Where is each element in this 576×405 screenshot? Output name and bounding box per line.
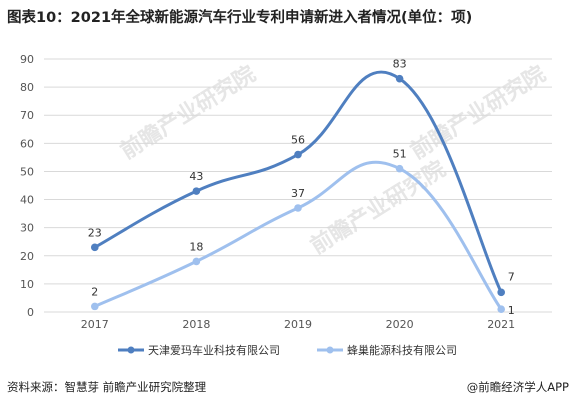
series-lines (91, 70, 506, 313)
data-point (497, 305, 506, 313)
legend-swatch-marker (127, 346, 135, 354)
data-label: 51 (393, 148, 407, 161)
data-label: 23 (88, 226, 102, 239)
y-tick-label: 10 (20, 278, 34, 291)
data-point (395, 164, 404, 173)
y-tick-label: 70 (20, 109, 34, 122)
y-tick-label: 30 (20, 222, 34, 235)
data-label: 37 (291, 187, 305, 200)
legend-label: 天津爱玛车业科技有限公司 (148, 343, 280, 357)
x-tick-label: 2017 (81, 318, 109, 331)
data-label: 2 (91, 285, 98, 298)
data-label: 18 (189, 240, 203, 253)
data-point (91, 243, 99, 252)
x-tick-label: 2021 (487, 318, 515, 331)
x-tick-label: 2018 (182, 318, 210, 331)
data-point (497, 288, 506, 297)
data-label: 83 (393, 58, 407, 71)
data-labels: 23 43 56 83 7 2 18 37 51 1 (88, 58, 515, 318)
data-point (91, 302, 99, 311)
data-point (192, 187, 201, 195)
y-tick-label: 60 (20, 137, 34, 150)
x-tick-label: 2020 (386, 318, 414, 331)
source-note: 资料来源：智慧芽 前瞻产业研究院整理 (7, 380, 207, 394)
y-tick-label: 50 (20, 165, 34, 178)
legend-label: 蜂巢能源科技有限公司 (347, 343, 457, 357)
data-point (294, 204, 302, 212)
series-line (93, 160, 503, 311)
line-chart: 0 10 20 30 40 50 60 70 80 90 2017 2018 2019 2020 2021… (20, 53, 552, 357)
data-point (395, 74, 404, 83)
series-line (93, 70, 503, 294)
y-tick-label: 20 (20, 250, 34, 263)
y-tick-label: 40 (20, 194, 34, 207)
legend: 天津爱玛车业科技有限公司 蜂巢能源科技有限公司 (118, 343, 457, 357)
data-label: 56 (291, 134, 305, 147)
data-point (192, 257, 201, 266)
data-label: 1 (508, 304, 515, 317)
chart-title: 图表10：2021年全球新能源汽车行业专利申请新进入者情况(单位：项) (7, 10, 473, 26)
y-axis-ticks: 0 10 20 30 40 50 60 70 80 90 (20, 53, 34, 319)
legend-swatch-marker (326, 346, 334, 354)
data-point (294, 150, 302, 159)
y-tick-label: 90 (20, 53, 34, 66)
data-label: 43 (189, 170, 203, 183)
grid-lines (44, 58, 552, 313)
brand-credit: @前瞻经济学人APP (466, 380, 569, 394)
x-tick-label: 2019 (284, 318, 312, 331)
y-tick-label: 0 (27, 306, 34, 319)
data-label: 7 (508, 270, 515, 283)
y-tick-label: 80 (20, 81, 34, 94)
x-axis-ticks: 2017 2018 2019 2020 2021 (81, 318, 515, 331)
